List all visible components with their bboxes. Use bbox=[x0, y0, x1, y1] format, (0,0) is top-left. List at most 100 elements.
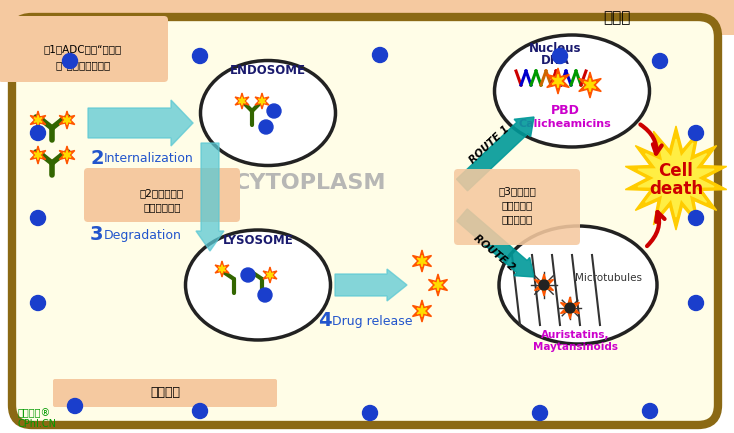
Text: ROUTE 1: ROUTE 1 bbox=[468, 123, 512, 165]
Polygon shape bbox=[552, 74, 564, 88]
Polygon shape bbox=[59, 146, 75, 164]
Text: ENDOSOME: ENDOSOME bbox=[230, 64, 306, 77]
Ellipse shape bbox=[186, 230, 330, 340]
Text: Maytansinoids: Maytansinoids bbox=[532, 342, 617, 352]
Text: 制药在线®: 制药在线® bbox=[18, 408, 51, 418]
Polygon shape bbox=[255, 93, 269, 109]
Polygon shape bbox=[547, 68, 570, 94]
Polygon shape bbox=[578, 72, 601, 98]
Polygon shape bbox=[63, 150, 71, 160]
Circle shape bbox=[192, 48, 208, 64]
Circle shape bbox=[31, 295, 46, 310]
Circle shape bbox=[259, 120, 273, 134]
Polygon shape bbox=[561, 297, 580, 319]
Text: LYSOSOME: LYSOSOME bbox=[222, 235, 294, 248]
Circle shape bbox=[62, 54, 78, 68]
Polygon shape bbox=[417, 305, 427, 317]
Circle shape bbox=[642, 404, 658, 419]
FancyArrow shape bbox=[196, 143, 224, 251]
Text: Nucleus: Nucleus bbox=[528, 42, 581, 55]
Polygon shape bbox=[625, 126, 727, 230]
Text: 药物直接杀: 药物直接杀 bbox=[501, 200, 533, 210]
Text: death: death bbox=[649, 180, 703, 198]
FancyArrow shape bbox=[457, 117, 534, 191]
Polygon shape bbox=[63, 115, 71, 125]
Circle shape bbox=[68, 398, 82, 414]
FancyBboxPatch shape bbox=[0, 0, 734, 35]
Polygon shape bbox=[534, 274, 553, 296]
FancyArrowPatch shape bbox=[640, 125, 661, 154]
Polygon shape bbox=[34, 150, 42, 160]
Text: 用”，识别肿癌细胞: 用”，识别肿癌细胞 bbox=[55, 60, 111, 70]
Circle shape bbox=[565, 303, 575, 313]
Text: 4: 4 bbox=[318, 311, 332, 330]
Text: CPhI.CN: CPhI.CN bbox=[18, 419, 57, 429]
Text: Degradation: Degradation bbox=[104, 229, 182, 242]
FancyBboxPatch shape bbox=[53, 379, 277, 407]
Circle shape bbox=[539, 280, 549, 290]
FancyArrowPatch shape bbox=[647, 212, 664, 246]
Text: Calicheamicins: Calicheamicins bbox=[519, 119, 611, 129]
Polygon shape bbox=[266, 271, 274, 279]
Ellipse shape bbox=[495, 35, 650, 147]
Circle shape bbox=[192, 404, 208, 419]
Polygon shape bbox=[413, 250, 432, 272]
Text: Microtubules: Microtubules bbox=[575, 273, 642, 283]
FancyBboxPatch shape bbox=[84, 168, 240, 222]
Text: Internalization: Internalization bbox=[104, 152, 194, 165]
Circle shape bbox=[267, 104, 281, 118]
FancyBboxPatch shape bbox=[0, 16, 168, 82]
FancyArrow shape bbox=[457, 209, 534, 277]
Polygon shape bbox=[263, 267, 277, 283]
FancyArrow shape bbox=[88, 100, 193, 146]
Text: （2）抗体和小: （2）抗体和小 bbox=[140, 188, 184, 198]
Polygon shape bbox=[258, 97, 266, 105]
Circle shape bbox=[31, 210, 46, 226]
Polygon shape bbox=[539, 279, 549, 291]
Polygon shape bbox=[433, 279, 443, 291]
Circle shape bbox=[688, 295, 703, 310]
Text: 伤肿癌细胞: 伤肿癌细胞 bbox=[501, 214, 533, 224]
Polygon shape bbox=[30, 146, 46, 164]
Text: 细胞外: 细胞外 bbox=[603, 10, 631, 26]
Polygon shape bbox=[584, 78, 596, 92]
Text: CYTOPLASM: CYTOPLASM bbox=[233, 173, 386, 193]
Text: DNA: DNA bbox=[540, 55, 570, 68]
FancyBboxPatch shape bbox=[454, 169, 580, 245]
Text: Auristatins,: Auristatins, bbox=[541, 330, 609, 340]
Circle shape bbox=[688, 126, 703, 140]
Circle shape bbox=[241, 268, 255, 282]
Circle shape bbox=[372, 48, 388, 62]
Text: PBD: PBD bbox=[550, 104, 579, 117]
Polygon shape bbox=[413, 300, 432, 322]
Polygon shape bbox=[239, 97, 246, 105]
Polygon shape bbox=[219, 265, 225, 273]
Text: ROUTE 2: ROUTE 2 bbox=[472, 233, 517, 273]
Polygon shape bbox=[235, 93, 249, 109]
Text: （1）ADC发挥“雷达作: （1）ADC发挥“雷达作 bbox=[44, 44, 122, 54]
Circle shape bbox=[363, 405, 377, 420]
FancyArrow shape bbox=[335, 269, 407, 301]
Polygon shape bbox=[565, 302, 575, 314]
Ellipse shape bbox=[200, 61, 335, 165]
Text: 3: 3 bbox=[90, 226, 103, 245]
Text: （3）小分子: （3）小分子 bbox=[498, 186, 536, 196]
Circle shape bbox=[688, 210, 703, 226]
Text: 分子药物分离: 分子药物分离 bbox=[143, 202, 181, 212]
Polygon shape bbox=[638, 139, 714, 217]
Polygon shape bbox=[417, 255, 427, 267]
Polygon shape bbox=[215, 261, 229, 277]
Circle shape bbox=[31, 126, 46, 140]
Polygon shape bbox=[429, 274, 448, 296]
FancyBboxPatch shape bbox=[12, 17, 718, 425]
Polygon shape bbox=[34, 115, 42, 125]
Ellipse shape bbox=[499, 226, 657, 344]
Text: 肿癌细胞: 肿癌细胞 bbox=[150, 387, 180, 400]
Polygon shape bbox=[59, 111, 75, 129]
Polygon shape bbox=[30, 111, 46, 129]
Text: Drug release: Drug release bbox=[332, 314, 413, 327]
Circle shape bbox=[553, 48, 567, 64]
Circle shape bbox=[532, 405, 548, 420]
Text: 2: 2 bbox=[90, 149, 103, 168]
Text: Cell: Cell bbox=[658, 162, 694, 180]
